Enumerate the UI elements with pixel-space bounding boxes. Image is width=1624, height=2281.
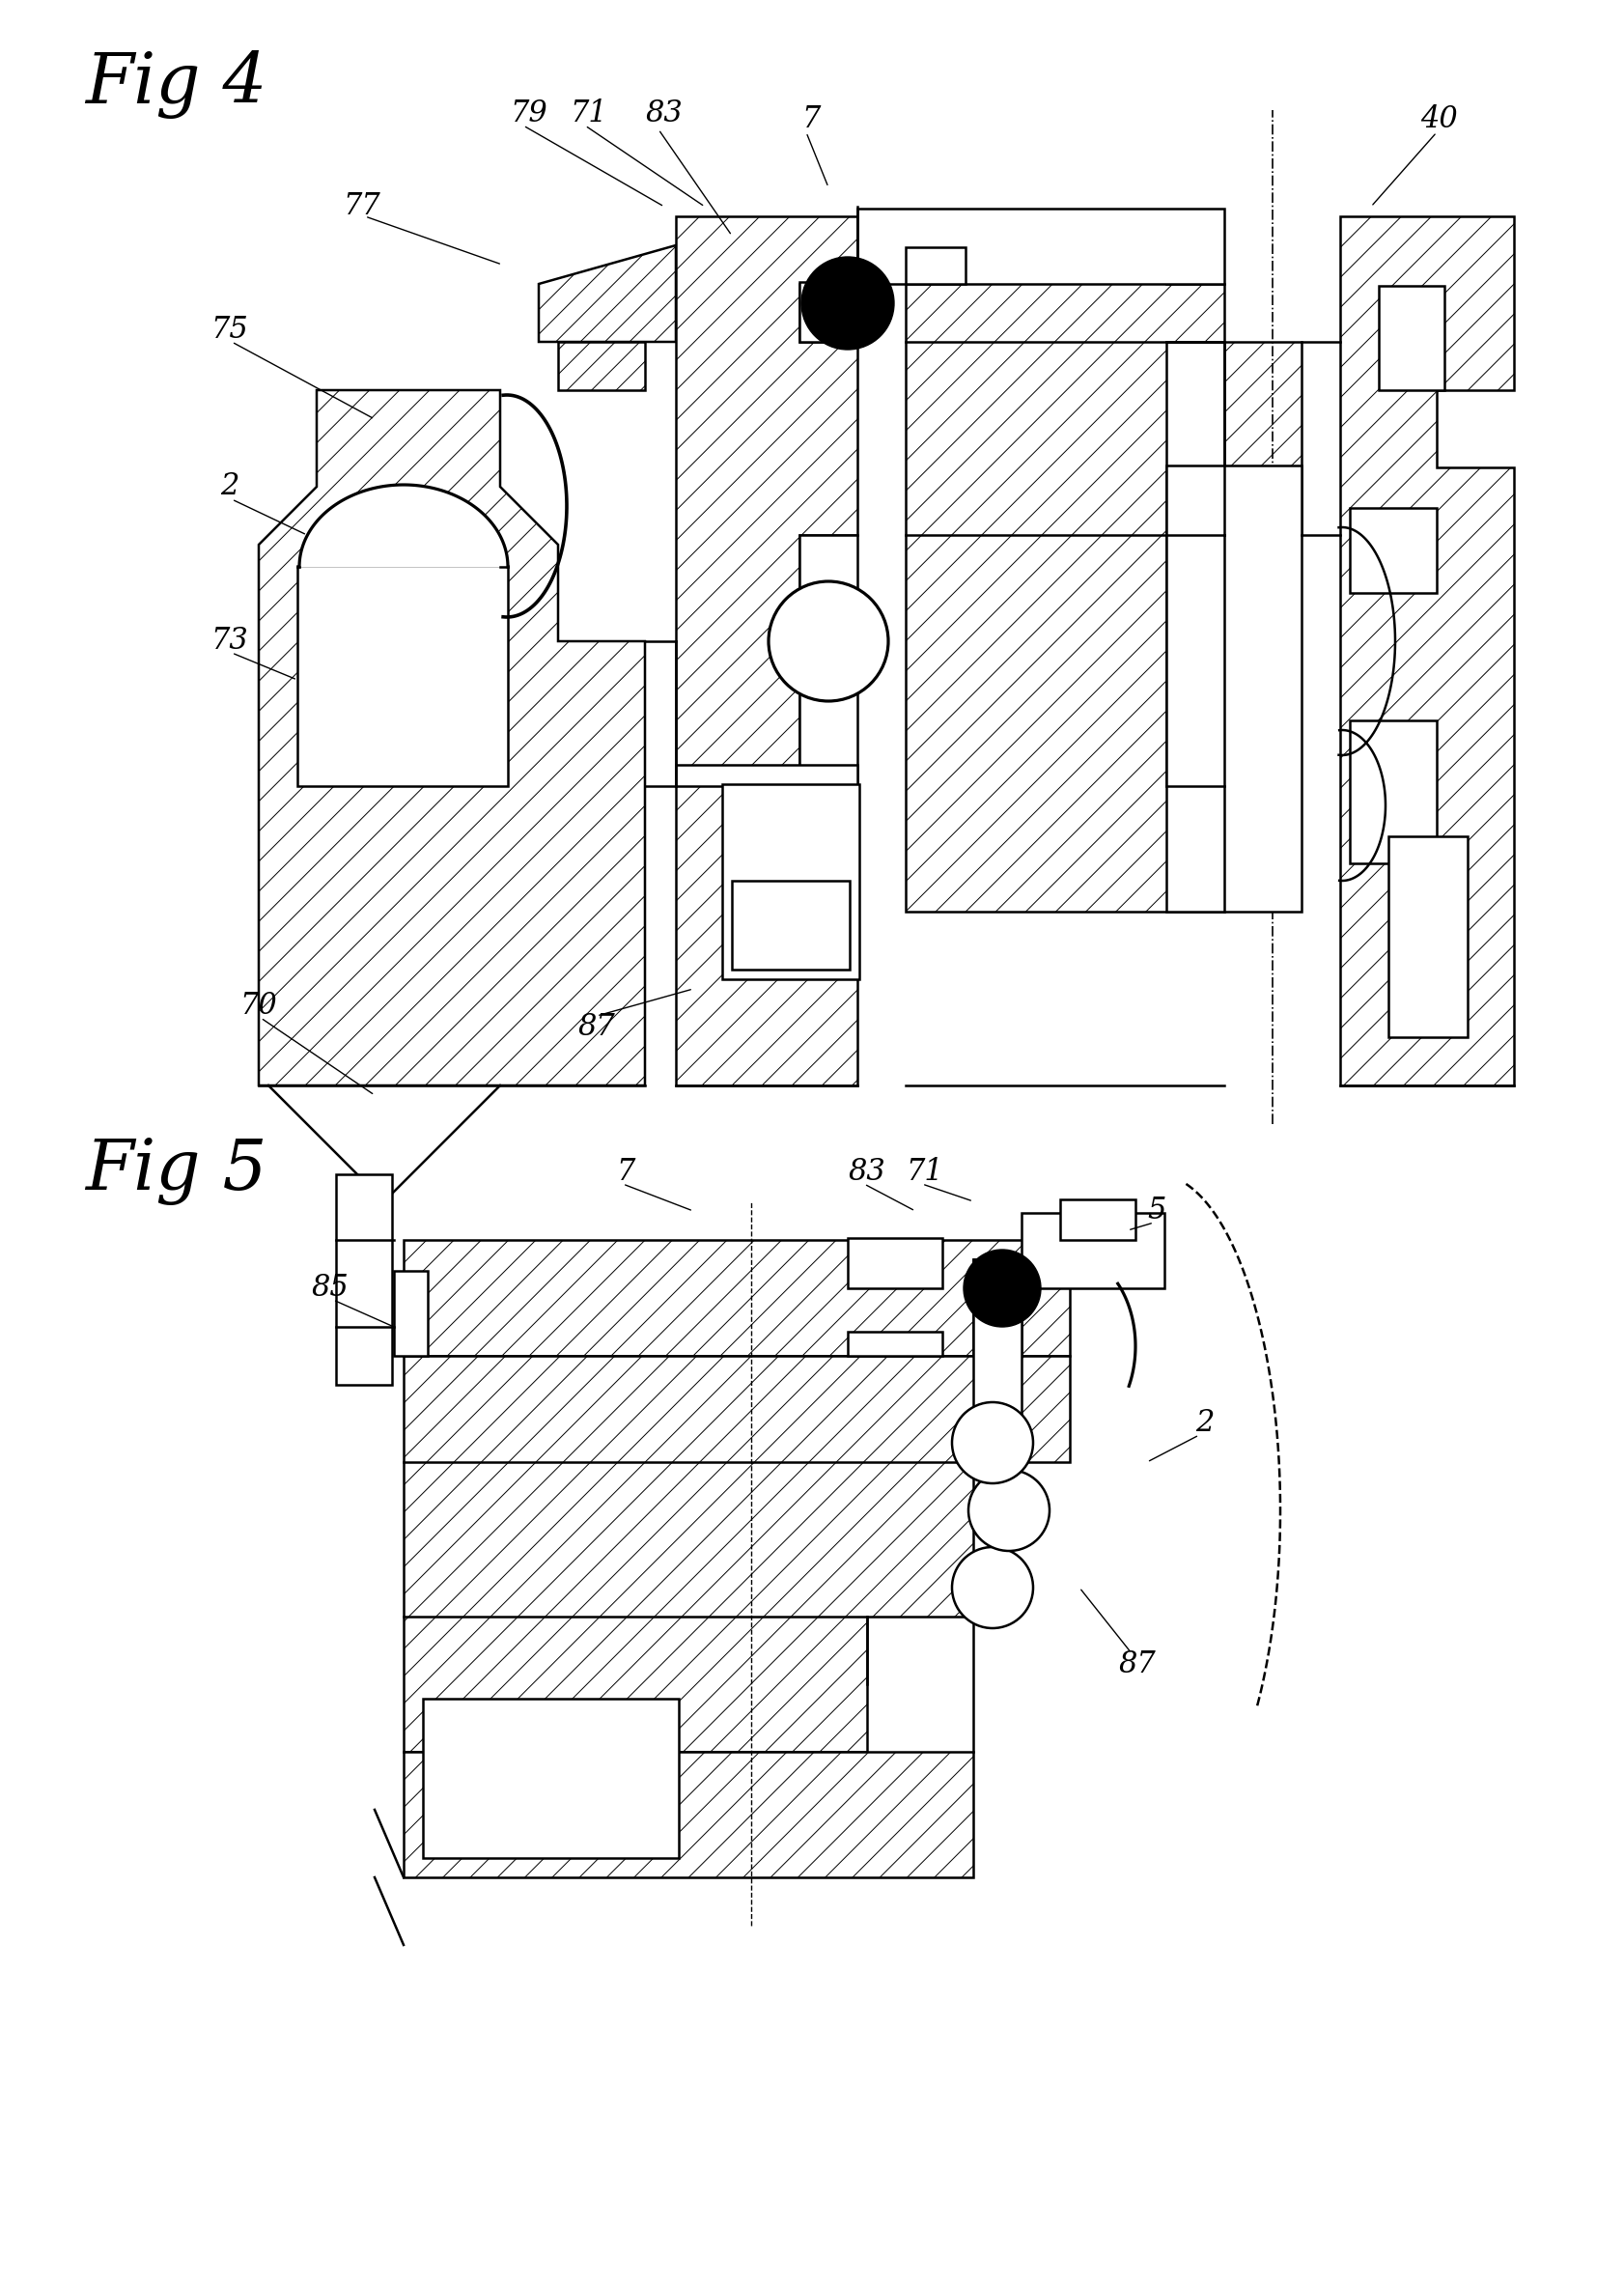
Circle shape: [952, 1547, 1033, 1629]
Text: Fig 4: Fig 4: [84, 50, 266, 119]
Bar: [799, 283, 857, 342]
Polygon shape: [1340, 217, 1514, 1086]
Text: 71: 71: [570, 98, 607, 130]
Bar: [721, 785, 859, 979]
Bar: [1350, 721, 1436, 862]
Polygon shape: [973, 1259, 1021, 1462]
Circle shape: [801, 258, 893, 349]
Bar: [848, 1332, 942, 1355]
Text: 87: 87: [1117, 1649, 1155, 1679]
Bar: [1166, 465, 1301, 912]
Text: 71: 71: [906, 1156, 944, 1188]
Text: 87: 87: [578, 1013, 615, 1042]
Circle shape: [952, 1403, 1033, 1483]
Bar: [336, 1175, 391, 1385]
Polygon shape: [403, 1752, 973, 1877]
Bar: [1350, 509, 1436, 593]
Polygon shape: [403, 1241, 1069, 1355]
Bar: [676, 764, 857, 787]
Bar: [848, 1239, 942, 1289]
Text: 77: 77: [343, 192, 380, 221]
Text: 2: 2: [1195, 1407, 1213, 1439]
Text: 5: 5: [1147, 1195, 1166, 1225]
Bar: [422, 1699, 679, 1859]
Text: 70: 70: [240, 992, 278, 1022]
Bar: [393, 1271, 427, 1355]
Bar: [1166, 342, 1223, 787]
Bar: [857, 208, 1223, 283]
Bar: [1387, 837, 1466, 1038]
Bar: [973, 1259, 1021, 1462]
Bar: [799, 536, 857, 766]
Text: 2: 2: [221, 472, 239, 502]
Text: Fig 5: Fig 5: [84, 1136, 266, 1204]
Bar: [731, 880, 849, 969]
Bar: [1059, 1200, 1135, 1241]
Text: 79: 79: [510, 98, 547, 130]
Text: 7: 7: [615, 1156, 635, 1188]
Text: 83: 83: [645, 98, 682, 130]
Polygon shape: [905, 217, 1301, 912]
Polygon shape: [539, 246, 676, 342]
Polygon shape: [403, 1355, 1069, 1752]
Text: 7: 7: [801, 105, 820, 135]
Text: 83: 83: [848, 1156, 885, 1188]
Bar: [905, 246, 965, 283]
Polygon shape: [258, 390, 645, 1086]
Circle shape: [968, 1469, 1049, 1551]
Bar: [297, 566, 508, 787]
Circle shape: [963, 1250, 1041, 1328]
Polygon shape: [557, 342, 645, 390]
Circle shape: [768, 582, 888, 700]
Polygon shape: [676, 217, 857, 1086]
Bar: [1021, 1213, 1164, 1289]
Text: 85: 85: [312, 1273, 349, 1302]
Polygon shape: [299, 486, 508, 568]
Bar: [1377, 285, 1444, 390]
Text: 73: 73: [211, 627, 248, 657]
Text: 75: 75: [211, 315, 248, 344]
Text: 40: 40: [1419, 105, 1457, 135]
